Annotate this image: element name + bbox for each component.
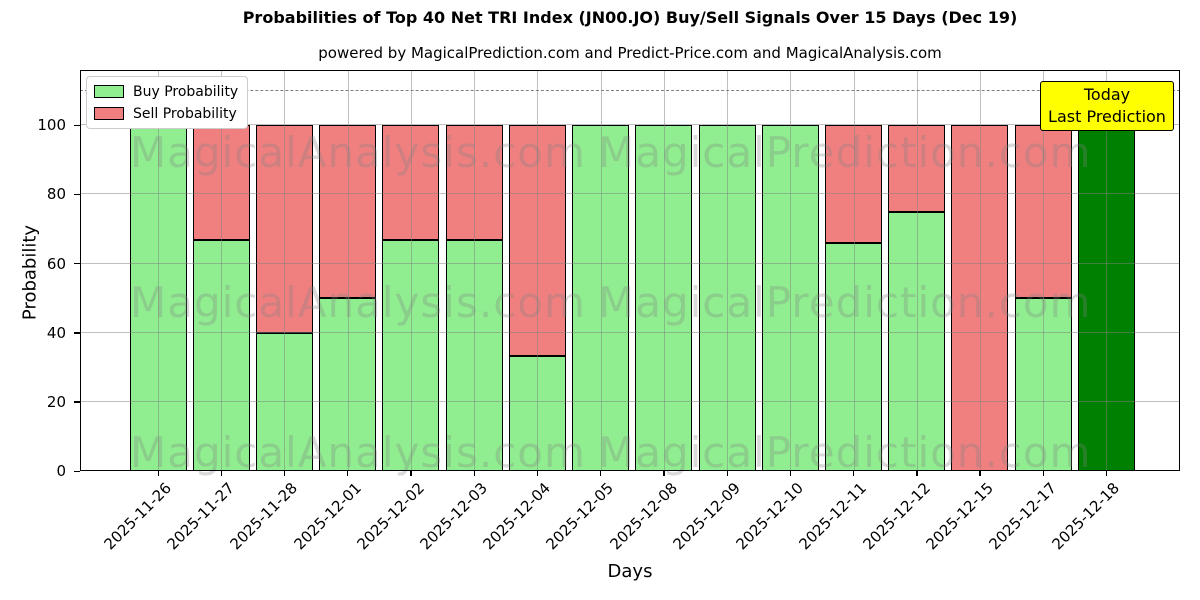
y-tick-mark [74, 332, 80, 334]
x-tick-label: 2025-12-08 [606, 479, 681, 554]
v-gridline [284, 70, 286, 471]
x-tick-label: 2025-11-27 [163, 479, 238, 554]
v-gridline [474, 70, 476, 471]
y-tick-label: 60 [46, 254, 66, 273]
x-tick-label: 2025-12-15 [922, 479, 997, 554]
x-tick-label: 2025-12-02 [353, 479, 428, 554]
x-tick-mark [726, 471, 728, 476]
v-gridline [221, 70, 223, 471]
x-tick-mark [536, 471, 539, 476]
v-gridline [663, 70, 665, 471]
x-tick-label: 2025-12-17 [985, 479, 1060, 554]
x-tick-mark [283, 471, 286, 476]
x-tick-mark [220, 471, 223, 476]
v-gridline [537, 70, 539, 471]
dashed-threshold-line [80, 89, 1180, 91]
h-gridline [80, 193, 1180, 195]
y-tick-mark [74, 470, 80, 472]
legend: Buy Probability Sell Probability [86, 76, 248, 129]
x-axis-label: Days [607, 561, 653, 582]
x-tick-mark [853, 471, 855, 476]
x-tick-label: 2025-12-09 [669, 479, 744, 554]
buy-swatch-icon [94, 85, 124, 98]
v-gridline [158, 70, 159, 471]
x-tick-mark [410, 471, 412, 476]
v-gridline [410, 70, 412, 471]
h-gridline [80, 124, 1180, 126]
today-annotation: Today Last Prediction [1040, 81, 1174, 131]
y-axis-label: Probability [19, 224, 41, 321]
x-tick-label: 2025-12-05 [542, 479, 618, 554]
x-tick-label: 2025-12-10 [732, 479, 808, 554]
v-gridline [347, 70, 349, 471]
legend-item-buy: Buy Probability [87, 84, 247, 100]
v-gridline [916, 70, 918, 471]
legend-item-sell: Sell Probability [87, 106, 247, 122]
today-annotation-line1: Today [1083, 85, 1131, 104]
x-tick-label: 2025-12-11 [795, 479, 871, 554]
x-tick-mark [789, 471, 792, 476]
y-tick-label: 100 [37, 116, 66, 135]
v-gridline [1106, 70, 1108, 471]
y-tick-mark [74, 401, 80, 403]
x-tick-mark [473, 471, 475, 476]
x-tick-mark [1105, 471, 1108, 476]
x-tick-mark [663, 471, 665, 476]
x-tick-mark [157, 471, 159, 476]
v-gridline [1043, 70, 1045, 471]
h-gridline [80, 262, 1180, 264]
y-tick-label: 80 [46, 185, 66, 204]
v-gridline [790, 70, 792, 471]
x-tick-mark [600, 471, 602, 476]
legend-label-buy: Buy Probability [133, 83, 239, 100]
chart-title: Probabilities of Top 40 Net TRI Index (J… [242, 8, 1018, 27]
x-tick-label: 2025-12-03 [416, 479, 491, 554]
legend-label-sell: Sell Probability [133, 105, 237, 122]
x-tick-label: 2025-12-12 [859, 479, 934, 554]
y-tick-mark [74, 193, 80, 196]
v-gridline [979, 70, 981, 471]
v-gridline [853, 70, 855, 471]
chart-subtitle: powered by MagicalPrediction.com and Pre… [318, 44, 942, 62]
today-annotation-line2: Last Prediction [1048, 107, 1166, 126]
x-tick-mark [979, 471, 981, 476]
v-gridline [727, 70, 729, 471]
x-tick-label: 2025-12-01 [290, 479, 365, 554]
x-tick-label: 2025-11-28 [226, 479, 302, 554]
y-tick-mark [74, 124, 80, 127]
x-tick-mark [916, 471, 918, 476]
v-gridline [600, 70, 602, 471]
y-tick-mark [74, 263, 80, 265]
h-gridline [80, 331, 1180, 333]
x-tick-label: 2025-11-26 [100, 479, 175, 554]
x-tick-mark [347, 471, 349, 476]
y-tick-label: 20 [46, 392, 66, 411]
x-tick-label: 2025-12-18 [1048, 479, 1124, 554]
y-tick-label: 40 [46, 323, 66, 342]
x-tick-label: 2025-12-04 [479, 479, 555, 554]
h-gridline [80, 400, 1180, 402]
x-tick-mark [1042, 471, 1045, 476]
y-tick-label: 0 [56, 462, 66, 480]
sell-swatch-icon [94, 107, 124, 120]
plot-area [80, 70, 1180, 471]
